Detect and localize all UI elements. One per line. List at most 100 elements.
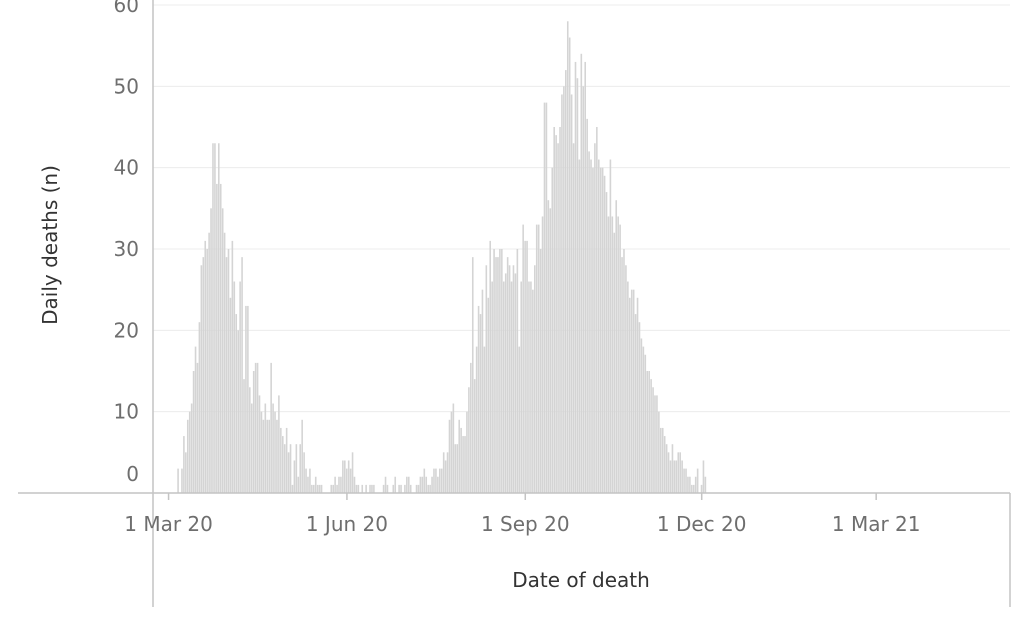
y-tick-label: 0 [126,462,139,486]
bar [594,143,596,493]
bar [632,289,635,493]
bar [471,257,474,493]
bar [289,444,292,493]
bar [334,476,336,493]
bar [590,159,592,493]
bar [644,354,647,493]
axes [18,0,1011,607]
bar [578,159,581,493]
bar [528,281,530,493]
bar [477,305,480,493]
bar [625,265,627,493]
bar [704,476,707,493]
bar [530,281,532,493]
bar [504,273,507,493]
bar [287,452,290,493]
bar [382,484,385,493]
bar [225,257,228,493]
bar [539,249,542,493]
bar [473,379,476,493]
bar [406,476,408,493]
bar [200,265,203,493]
bar [295,444,298,493]
bar [470,362,472,493]
bar [231,240,234,493]
bar [601,167,604,494]
bar [314,476,317,493]
bar [332,484,334,493]
bar [665,444,668,493]
bar [481,289,484,493]
bar [216,183,218,493]
bar [425,476,428,493]
bar [235,314,238,493]
bar [210,208,212,493]
bar [621,257,623,493]
bar [264,403,267,493]
bar [409,484,412,493]
bar [316,484,319,493]
y-tick-label: 20 [114,318,139,342]
bar [673,460,676,493]
bar [522,224,524,493]
bar [285,427,288,493]
bar [466,411,468,493]
bar [392,484,395,493]
bar [572,143,575,493]
bar [398,484,400,493]
bar [512,265,515,493]
bar [549,208,552,493]
bar [487,297,490,493]
bar [256,362,259,493]
bar [186,419,189,493]
bar [427,484,429,493]
x-axis-title: Date of death [512,568,650,592]
bar [493,249,495,493]
bar [508,265,511,493]
bar [592,167,594,494]
bar [582,86,585,493]
y-ticks: 0 10 20 30 40 50 60 [114,0,139,486]
bar [313,484,315,493]
bar [561,94,563,493]
x-tick-label: 1 Mar 21 [832,512,921,536]
bar [233,281,236,493]
bar [272,403,274,493]
bar [675,460,678,493]
bar [559,127,561,493]
bar [297,476,300,493]
bar [301,419,303,493]
bar [629,297,631,493]
bar [565,70,567,493]
bar [386,484,389,493]
bar [700,484,703,493]
bar [450,411,453,493]
bar [202,257,205,493]
bar [543,102,546,493]
bar [634,314,637,493]
bar [456,444,459,493]
bar [194,346,197,493]
bar [580,53,583,494]
bar [551,167,554,494]
bar [431,476,433,493]
x-ticks: 1 Mar 20 1 Jun 20 1 Sep 20 1 Dec 20 1 Mar 21 [124,493,920,536]
bar [681,460,683,493]
bar [181,468,183,493]
bar [661,427,664,493]
bar [683,468,685,493]
bar [266,419,269,493]
bar [584,61,586,494]
y-tick-label: 50 [114,74,139,98]
bar [553,127,555,493]
bar [268,419,270,493]
bar [454,444,457,493]
bar [638,322,641,493]
bar [245,305,247,493]
bar [679,452,681,493]
bar [183,436,185,493]
x-tick-label: 1 Jun 20 [306,512,388,536]
bar [442,452,445,493]
bar [353,476,356,493]
bar [247,305,249,493]
